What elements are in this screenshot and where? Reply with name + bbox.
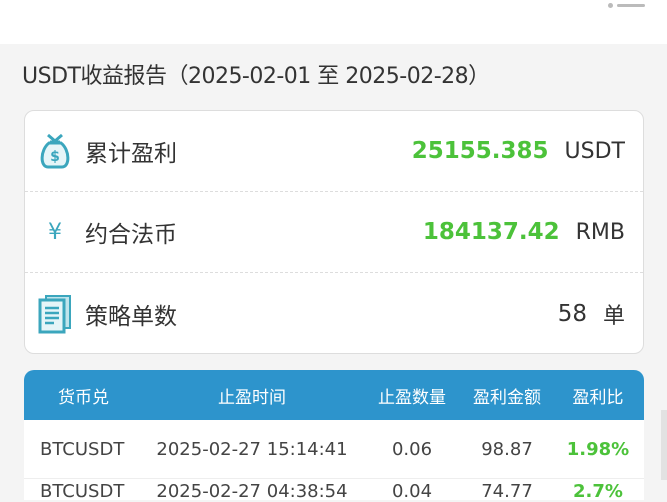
orders-table: 货币兑 止盈时间 止盈数量 盈利金额 盈利比 BTCUSDT 2025-02-2…	[24, 370, 644, 501]
more-icon[interactable]	[608, 3, 645, 8]
scrollbar[interactable]	[661, 410, 667, 480]
summary-row-fiat: ¥ 约合法币 184137.42 RMB	[25, 192, 643, 273]
summary-row-total-profit: $ 累计盈利 25155.385 USDT	[25, 111, 643, 192]
summary-row-orders: 策略单数 58 单	[25, 273, 643, 354]
top-bar	[0, 0, 667, 44]
table-row[interactable]: BTCUSDT 2025-02-27 15:14:41 0.06 98.87 1…	[40, 438, 630, 460]
summary-card: $ 累计盈利 25155.385 USDT ¥ 约合法币 184137.42 R…	[24, 110, 644, 354]
table-row[interactable]: BTCUSDT 2025-02-27 04:38:54 0.04 74.77 2…	[24, 478, 644, 501]
document-icon	[37, 294, 73, 334]
svg-text:$: $	[50, 149, 60, 165]
yen-icon: ¥	[48, 219, 62, 245]
table-header: 货币兑 止盈时间 止盈数量 盈利金额 盈利比	[24, 370, 644, 420]
page-title: USDT收益报告（2025-02-01 至 2025-02-28）	[22, 64, 490, 89]
money-bag-icon: $	[37, 131, 73, 171]
